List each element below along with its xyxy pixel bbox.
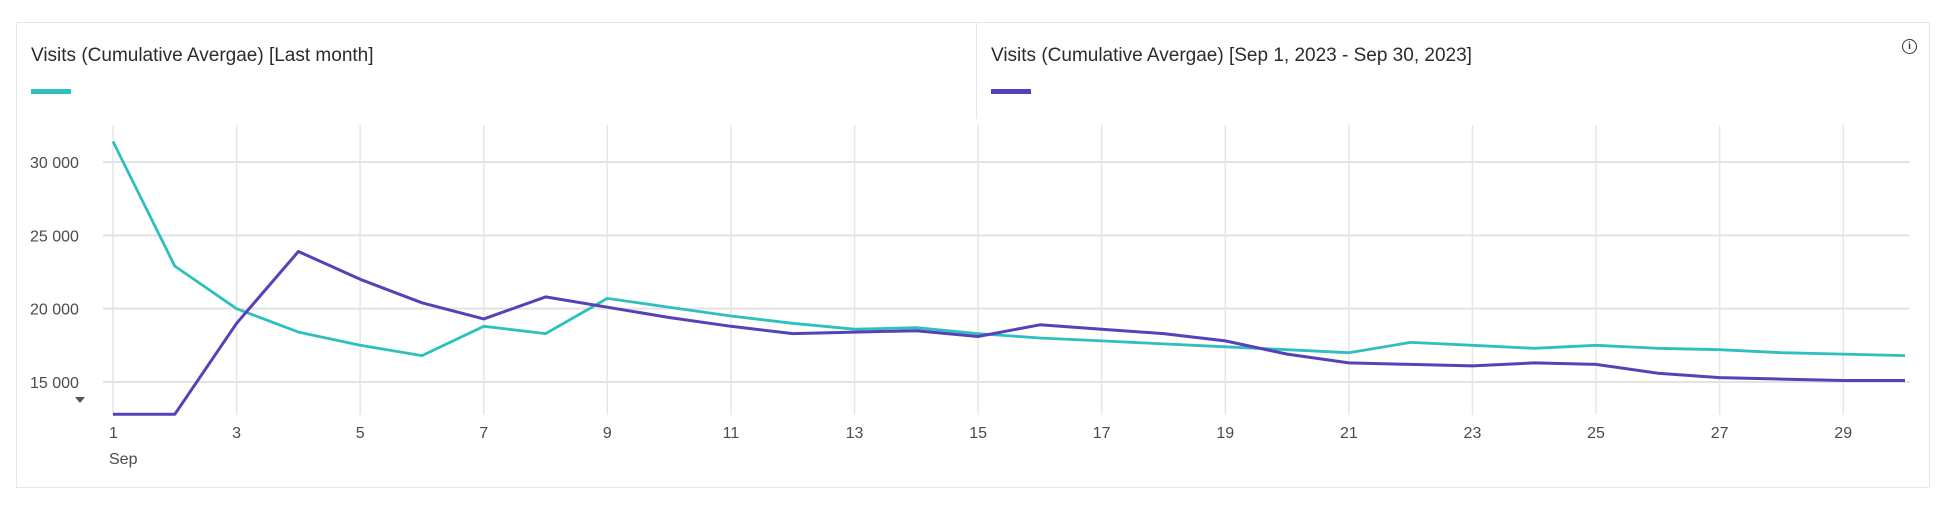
legend-label: Visits (Cumulative Avergae) [Sep 1, 2023… — [991, 45, 1472, 66]
x-tick-label: 9 — [603, 425, 612, 442]
x-tick-label: 29 — [1834, 425, 1852, 442]
legend-item-sep-2023[interactable]: Visits (Cumulative Avergae) [Sep 1, 2023… — [977, 23, 1877, 119]
series-line-sep-2023 — [113, 250, 1905, 416]
x-tick-label: 25 — [1587, 425, 1605, 442]
axis-scale-triangle-icon — [75, 397, 85, 403]
x-tick-label: 3 — [232, 425, 241, 442]
legend-item-last-month[interactable]: Visits (Cumulative Avergae) [Last month] — [17, 23, 976, 119]
x-tick-label: 1 — [109, 425, 118, 442]
legend-divider — [976, 23, 977, 119]
x-tick-label: 15 — [969, 425, 987, 442]
y-tick-label: 20 000 — [30, 302, 79, 319]
x-tick-label: 21 — [1340, 425, 1358, 442]
x-tick-label: 23 — [1464, 425, 1482, 442]
chart-panel: Visits (Cumulative Avergae) [Last month]… — [16, 22, 1930, 488]
x-tick-label: 5 — [356, 425, 365, 442]
x-sublabel: Sep — [109, 451, 138, 468]
x-tick-label: 17 — [1093, 425, 1111, 442]
x-tick-label: 7 — [479, 425, 488, 442]
series-line-last-month — [111, 140, 1906, 358]
x-tick-label: 13 — [846, 425, 864, 442]
legend-swatch — [991, 89, 1031, 94]
y-tick-label: 25 000 — [30, 228, 79, 245]
y-tick-label: 15 000 — [30, 375, 79, 392]
legend-label: Visits (Cumulative Avergae) [Last month] — [31, 45, 374, 66]
x-tick-label: 19 — [1216, 425, 1234, 442]
x-tick-label: 27 — [1711, 425, 1729, 442]
y-tick-label: 30 000 — [30, 155, 79, 172]
legend-swatch — [31, 89, 71, 94]
x-tick-label: 11 — [723, 425, 740, 442]
info-icon[interactable]: i — [1902, 39, 1917, 54]
